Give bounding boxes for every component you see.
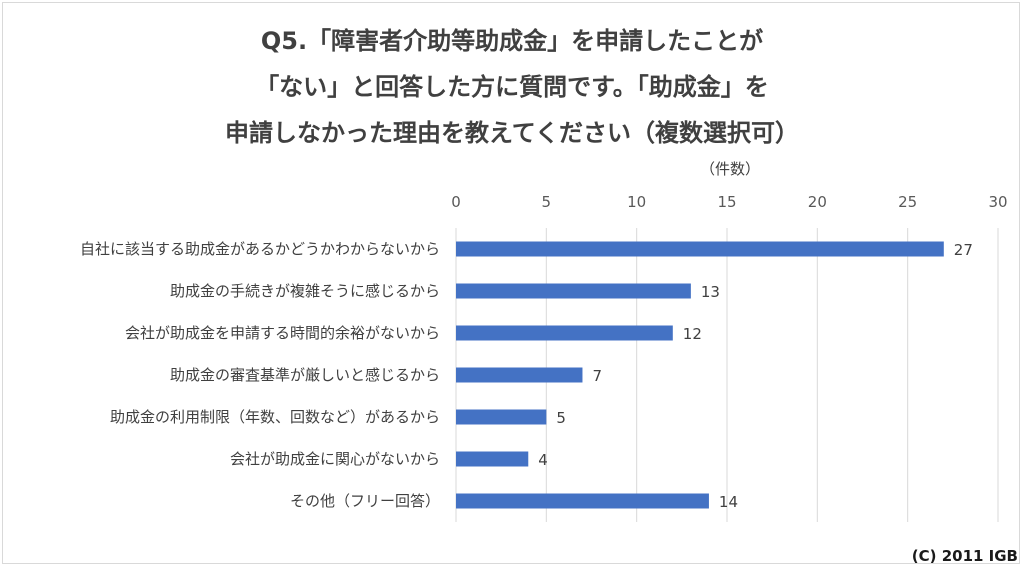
copyright-credit: (C) 2011 IGB (911, 547, 1018, 565)
x-tick-label: 20 (808, 193, 827, 211)
category-label: 自社に該当する助成金があるかどうかわからないから (80, 240, 440, 258)
title-line-3: 申請しなかった理由を教えてください（複数選択可） (224, 119, 800, 147)
data-label: 27 (954, 241, 973, 259)
data-label: 4 (538, 451, 548, 469)
bar (456, 283, 691, 299)
category-label: 会社が助成金を申請する時間的余裕がないから (125, 324, 440, 342)
unit-label: （件数） (699, 160, 760, 178)
bar (456, 451, 529, 467)
x-tick-label: 5 (542, 193, 552, 211)
data-label: 13 (701, 283, 720, 301)
x-tick-label: 25 (898, 193, 917, 211)
bar (456, 493, 709, 509)
bar (456, 409, 547, 425)
x-tick-label: 15 (717, 193, 736, 211)
category-label: その他（フリー回答） (290, 492, 440, 510)
chart-title: Q5.「障害者介助等助成金」を申請したことが 「ない」と回答した方に質問です。「… (0, 18, 1024, 156)
data-label: 12 (683, 325, 702, 343)
category-label: 助成金の手続きが複雑そうに感じるから (170, 282, 440, 300)
bar (456, 241, 944, 257)
data-label: 7 (592, 367, 602, 385)
title-line-1: Q5.「障害者介助等助成金」を申請したことが (260, 27, 764, 55)
x-tick-label: 30 (988, 193, 1007, 211)
category-label: 会社が助成金に関心がないから (230, 450, 440, 468)
title-line-2: 「ない」と回答した方に質問です。「助成金」を (255, 73, 769, 101)
x-tick-label: 0 (451, 193, 461, 211)
bar (456, 325, 673, 341)
bar (456, 367, 583, 383)
x-tick-label: 10 (627, 193, 646, 211)
category-label: 助成金の利用制限（年数、回数など）があるから (110, 408, 440, 426)
data-label: 5 (556, 409, 566, 427)
data-label: 14 (719, 493, 738, 511)
category-label: 助成金の審査基準が厳しいと感じるから (170, 366, 440, 384)
